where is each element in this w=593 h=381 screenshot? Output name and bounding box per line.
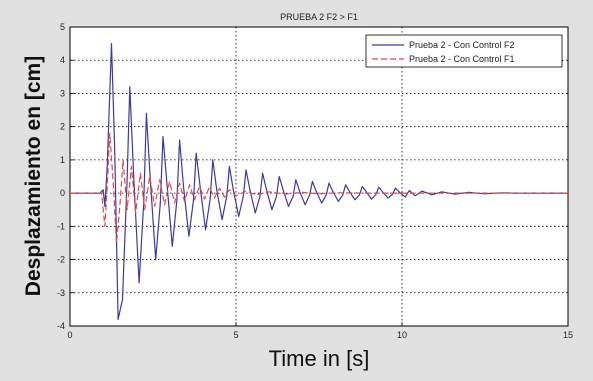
- y-tick-label: -2: [57, 255, 65, 265]
- legend-label-f1: Prueba 2 - Con Control F1: [409, 54, 515, 64]
- y-tick-label: -1: [57, 221, 65, 231]
- y-tick-label: -3: [57, 288, 65, 298]
- y-tick-label: 1: [60, 155, 65, 165]
- legend-box: [365, 34, 563, 68]
- x-tick-label: 10: [397, 330, 407, 340]
- x-tick-label: 5: [233, 330, 238, 340]
- legend: Prueba 2 - Con Control F2 Prueba 2 - Con…: [365, 34, 563, 68]
- chart-title: PRUEBA 2 F2 > F1: [280, 12, 358, 22]
- x-tick-label: 0: [67, 330, 72, 340]
- y-tick-label: -4: [57, 321, 65, 331]
- plot-area: [69, 26, 569, 327]
- x-tick-label: 15: [563, 330, 573, 340]
- y-axis-label: Desplazamiento en [cm]: [22, 56, 45, 296]
- grid-lines: [70, 27, 568, 326]
- y-tick-label: 5: [60, 22, 65, 32]
- y-tick-label: 0: [60, 188, 65, 198]
- y-tick-label: 2: [60, 122, 65, 132]
- series-line-f1: [70, 132, 568, 244]
- y-tick-label: 3: [60, 88, 65, 98]
- series-line-f2: [70, 42, 568, 320]
- series-group: [70, 42, 568, 320]
- axis-ticks: -4 -3 -2 -1 0 1 2 3 4 5 0 5 10 15: [57, 22, 573, 340]
- legend-label-f2: Prueba 2 - Con Control F2: [409, 40, 515, 50]
- y-tick-label: 4: [60, 55, 65, 65]
- x-axis-label: Time in [s]: [269, 346, 370, 371]
